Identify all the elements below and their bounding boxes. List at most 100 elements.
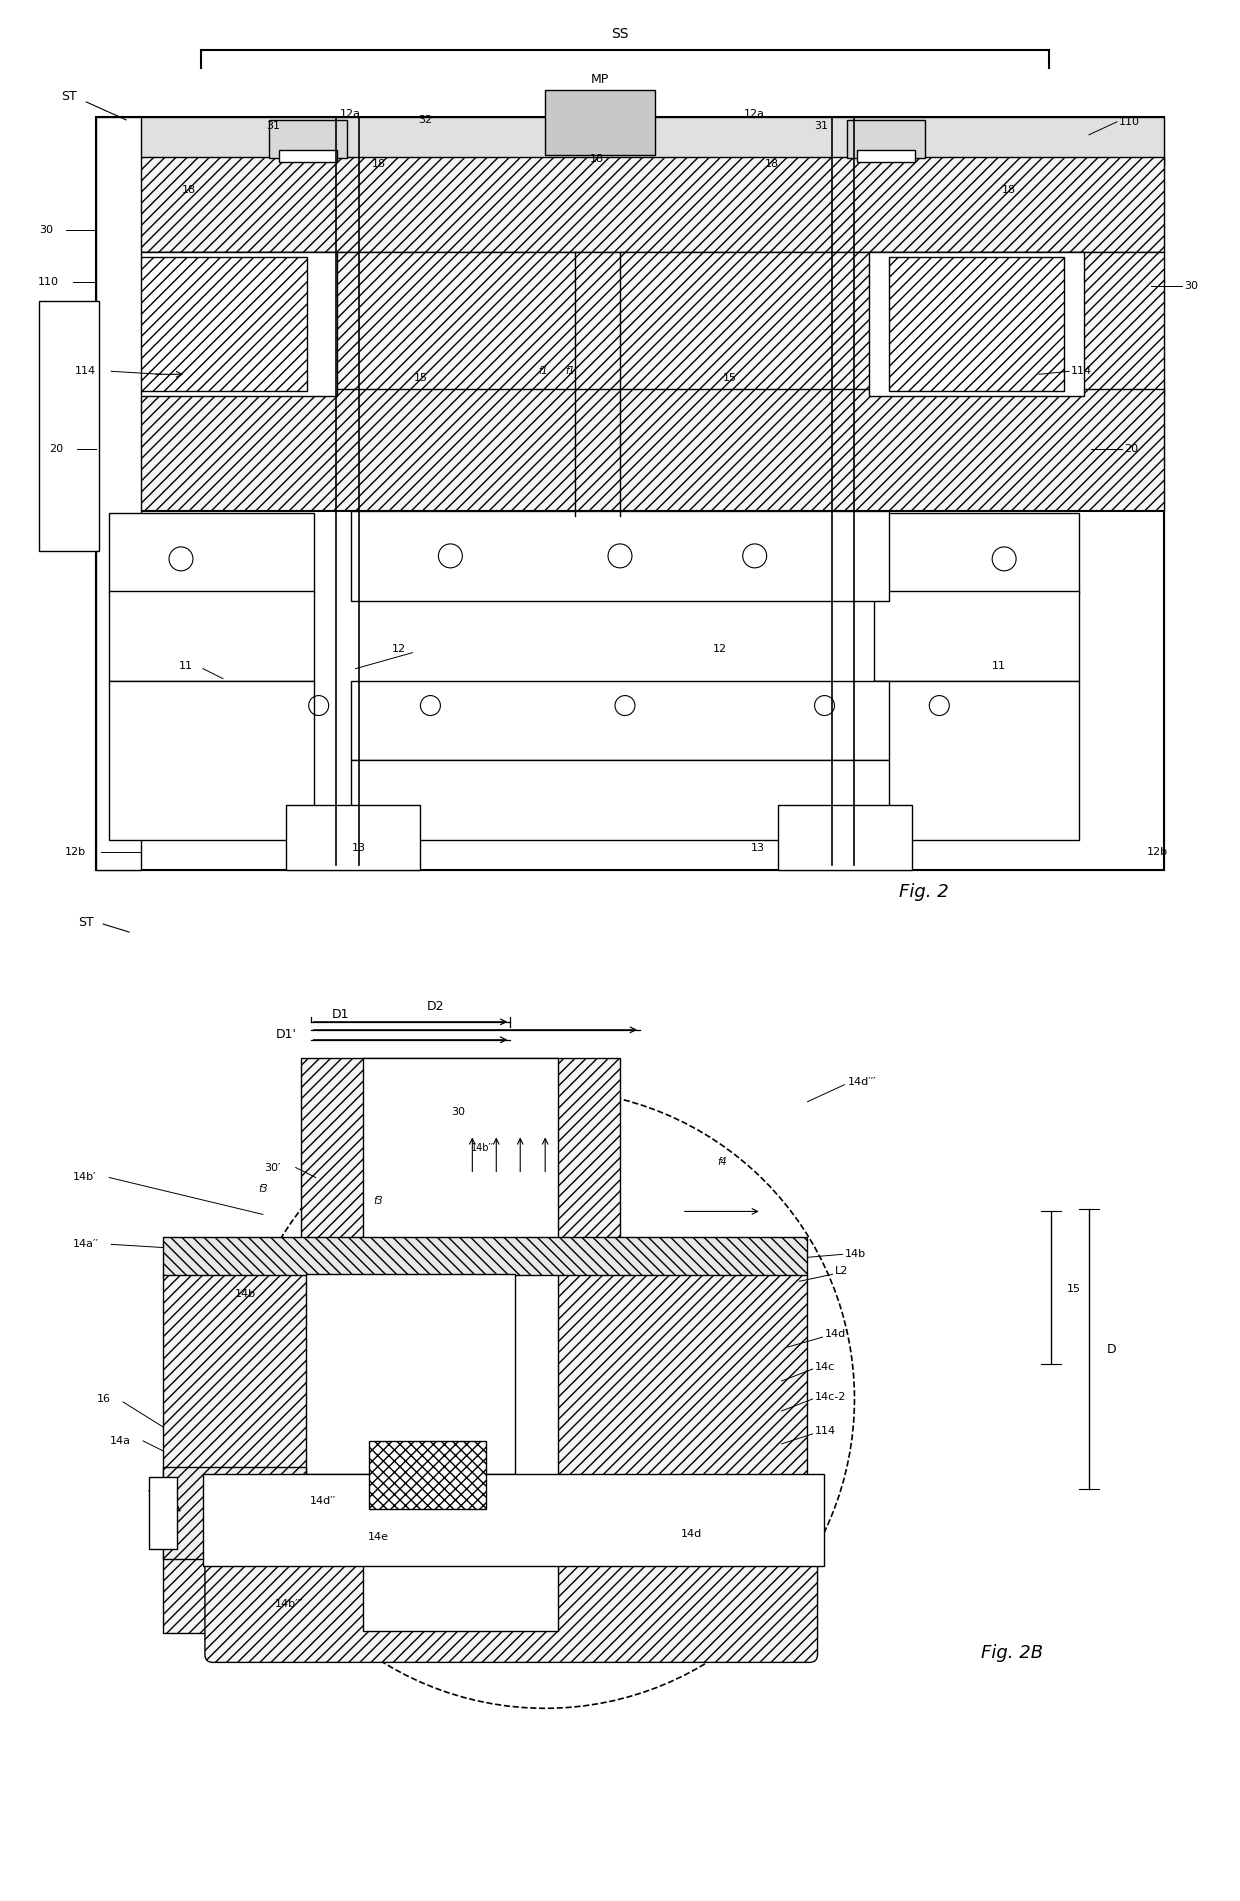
Bar	[777, 806, 913, 871]
Text: 12a: 12a	[340, 108, 361, 120]
Text: Fig. 2B: Fig. 2B	[981, 1644, 1043, 1661]
Text: 14a′′: 14a′′	[73, 1239, 99, 1249]
Text: f4: f4	[717, 1156, 727, 1167]
Bar	[869, 251, 1084, 395]
Bar	[109, 591, 314, 681]
Text: 114: 114	[1071, 367, 1092, 376]
Text: 15: 15	[723, 373, 737, 384]
Text: L2: L2	[835, 1266, 848, 1276]
Text: 12b: 12b	[64, 848, 87, 857]
Bar	[97, 116, 141, 871]
Bar	[97, 116, 1164, 165]
Text: ST: ST	[61, 91, 77, 103]
Text: 110: 110	[38, 276, 60, 287]
Bar	[97, 390, 1164, 511]
Text: D1: D1	[332, 1008, 350, 1021]
Text: MP: MP	[591, 74, 609, 86]
Bar	[149, 1477, 177, 1549]
Text: 31: 31	[265, 122, 280, 131]
Text: f1: f1	[538, 367, 548, 376]
Bar	[368, 1441, 486, 1509]
Bar	[162, 1238, 806, 1276]
Bar	[362, 1057, 558, 1631]
Text: 30: 30	[1184, 281, 1198, 291]
Text: 32: 32	[418, 114, 433, 125]
Text: 11: 11	[992, 662, 1006, 671]
Bar	[162, 1274, 806, 1633]
Bar	[162, 1468, 306, 1559]
Bar	[97, 116, 1164, 871]
Bar	[874, 591, 1079, 681]
Bar	[546, 89, 655, 154]
Bar	[97, 156, 1164, 251]
Text: 14d′′: 14d′′	[310, 1496, 336, 1506]
Text: 114: 114	[815, 1426, 836, 1435]
Bar	[874, 513, 1079, 593]
Bar	[874, 681, 1079, 840]
Text: SS: SS	[611, 27, 629, 42]
Text: 18: 18	[590, 154, 604, 163]
Bar	[203, 1473, 823, 1566]
Text: f1: f1	[565, 367, 575, 376]
Text: f3: f3	[373, 1196, 383, 1207]
Text: Fig. 2: Fig. 2	[899, 884, 949, 901]
Text: 20: 20	[50, 445, 63, 454]
Text: 18: 18	[182, 184, 196, 194]
Text: 14d′′′: 14d′′′	[847, 1076, 877, 1087]
Text: 14c: 14c	[815, 1361, 835, 1373]
Text: 13: 13	[750, 844, 765, 854]
Text: 14e: 14e	[368, 1532, 389, 1542]
Text: 30′: 30′	[264, 1163, 280, 1173]
Text: ST: ST	[78, 916, 94, 928]
Text: 14b′′′: 14b′′′	[274, 1599, 303, 1608]
Text: 12: 12	[392, 644, 405, 654]
Bar	[139, 257, 306, 392]
Text: 16: 16	[97, 1393, 112, 1405]
Bar	[97, 511, 1164, 871]
Text: 30: 30	[451, 1106, 465, 1116]
Text: 14d: 14d	[681, 1528, 703, 1538]
Text: 14b′′: 14b′′	[471, 1143, 494, 1152]
Text: 14b′: 14b′	[73, 1173, 97, 1182]
Bar	[97, 251, 1164, 395]
Text: 14b: 14b	[844, 1249, 866, 1258]
Bar	[109, 681, 314, 840]
Text: 11: 11	[179, 662, 193, 671]
Bar	[279, 150, 336, 162]
Text: 15: 15	[413, 373, 428, 384]
Bar	[889, 257, 1064, 392]
Bar	[351, 681, 889, 760]
Bar	[40, 302, 99, 551]
Text: T2: T2	[508, 1095, 522, 1104]
Text: 30: 30	[40, 224, 53, 234]
Text: D2: D2	[427, 1000, 444, 1013]
Text: D1': D1'	[275, 1028, 296, 1042]
Text: 14a: 14a	[110, 1435, 131, 1447]
Bar	[306, 1274, 516, 1473]
Text: D: D	[1107, 1342, 1116, 1355]
Text: 14c-2: 14c-2	[815, 1392, 846, 1403]
Text: 114: 114	[76, 367, 97, 376]
Bar	[351, 760, 889, 840]
Bar	[847, 120, 925, 158]
Text: 18: 18	[372, 160, 386, 169]
Text: 15: 15	[1066, 1285, 1081, 1295]
Text: 18: 18	[765, 160, 779, 169]
FancyBboxPatch shape	[205, 1559, 817, 1661]
Bar	[351, 511, 889, 601]
Text: 12a: 12a	[744, 108, 765, 120]
Text: f3: f3	[258, 1184, 268, 1194]
Text: 13: 13	[352, 844, 366, 854]
Bar	[109, 513, 314, 593]
Bar	[301, 1057, 620, 1631]
Text: 110: 110	[1118, 116, 1140, 127]
Text: 18: 18	[1002, 184, 1017, 194]
Text: 12: 12	[713, 644, 727, 654]
Bar	[269, 120, 347, 158]
Text: 31: 31	[815, 122, 828, 131]
Text: 20: 20	[1123, 445, 1138, 454]
Text: 14b: 14b	[236, 1289, 257, 1298]
Bar	[109, 251, 336, 395]
Text: 12b: 12b	[1147, 848, 1168, 857]
Bar	[285, 806, 420, 871]
